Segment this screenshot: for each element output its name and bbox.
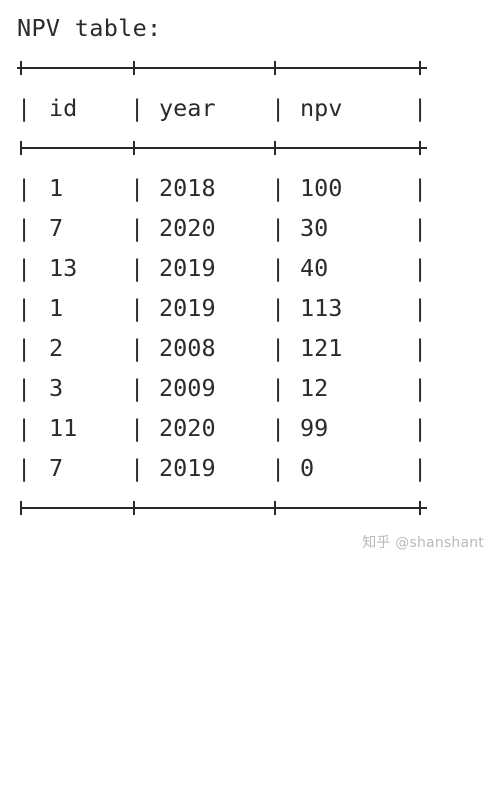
- column-separator: |: [130, 174, 145, 202]
- cell-id: 13: [49, 254, 78, 282]
- cell-year: 2018: [159, 174, 216, 202]
- table-row: | 2 | 2008 | 121 |: [17, 328, 487, 368]
- column-separator: |: [271, 174, 286, 202]
- table-bottom-border: [17, 488, 487, 528]
- column-separator: |: [17, 334, 32, 362]
- cell-year: 2020: [159, 214, 216, 242]
- header-npv: npv: [300, 94, 343, 122]
- header-year: year: [159, 94, 216, 122]
- cell-year: 2009: [159, 374, 216, 402]
- column-separator: |: [413, 454, 428, 482]
- column-separator: |: [130, 254, 145, 282]
- column-separator: |: [413, 174, 428, 202]
- cell-id: 11: [49, 414, 78, 442]
- column-separator: |: [130, 294, 145, 322]
- column-separator: |: [271, 454, 286, 482]
- column-separator: |: [271, 294, 286, 322]
- column-separator: |: [271, 414, 286, 442]
- column-separator: |: [413, 334, 428, 362]
- table-header-row: | id | year | npv |: [17, 88, 487, 128]
- cell-npv: 30: [300, 214, 329, 242]
- column-separator: |: [17, 214, 32, 242]
- column-separator: |: [271, 94, 286, 122]
- column-separator: |: [17, 294, 32, 322]
- table-header-separator-glyphs: [20, 141, 427, 155]
- cell-id: 3: [49, 374, 64, 402]
- column-separator: |: [413, 214, 428, 242]
- column-separator: |: [271, 374, 286, 402]
- table-top-border-glyphs: [17, 61, 427, 75]
- cell-id: 7: [49, 454, 64, 482]
- column-separator: |: [17, 454, 32, 482]
- cell-npv: 121: [300, 334, 343, 362]
- cell-year: 2020: [159, 414, 216, 442]
- cell-npv: 113: [300, 294, 343, 322]
- table-row: | 7 | 2019 | 0 |: [17, 448, 487, 488]
- cell-npv: 99: [300, 414, 329, 442]
- column-separator: |: [17, 374, 32, 402]
- cell-year: 2008: [159, 334, 216, 362]
- cell-npv: 100: [300, 174, 343, 202]
- column-separator: |: [271, 334, 286, 362]
- column-separator: |: [130, 374, 145, 402]
- header-id: id: [49, 94, 78, 122]
- column-separator: |: [130, 214, 145, 242]
- cell-year: 2019: [159, 294, 216, 322]
- cell-id: 1: [49, 294, 64, 322]
- table-row: | 7 | 2020 | 30 |: [17, 208, 487, 248]
- cell-year: 2019: [159, 454, 216, 482]
- code-block: NPV table: | id | year | npv |: [17, 8, 487, 528]
- cell-id: 2: [49, 334, 64, 362]
- column-separator: |: [130, 94, 145, 122]
- column-separator: |: [17, 414, 32, 442]
- column-separator: |: [413, 254, 428, 282]
- table-bottom-border-glyphs: [20, 501, 427, 515]
- column-separator: |: [271, 254, 286, 282]
- column-separator: |: [413, 294, 428, 322]
- cell-npv: 12: [300, 374, 329, 402]
- column-separator: |: [130, 414, 145, 442]
- cell-id: 7: [49, 214, 64, 242]
- column-separator: |: [17, 94, 32, 122]
- cell-year: 2019: [159, 254, 216, 282]
- table-row: | 1 | 2019 | 113 |: [17, 288, 487, 328]
- column-separator: |: [413, 94, 428, 122]
- table-row: | 3 | 2009 | 12 |: [17, 368, 487, 408]
- table-body: | 1 | 2018 | 100 | | 7 | 2020 | 30 | | 1…: [17, 168, 487, 488]
- column-separator: |: [130, 334, 145, 362]
- column-separator: |: [413, 374, 428, 402]
- block-title: NPV table:: [17, 14, 162, 42]
- column-separator: |: [130, 454, 145, 482]
- zhihu-watermark: 知乎 @shanshant: [362, 535, 484, 551]
- column-separator: |: [271, 214, 286, 242]
- npv-ascii-table: | id | year | npv | |: [17, 48, 487, 528]
- cell-npv: 0: [300, 454, 315, 482]
- table-row: | 11 | 2020 | 99 |: [17, 408, 487, 448]
- cell-npv: 40: [300, 254, 329, 282]
- table-row: | 13 | 2019 | 40 |: [17, 248, 487, 288]
- cell-id: 1: [49, 174, 64, 202]
- column-separator: |: [17, 254, 32, 282]
- table-top-border: [17, 48, 487, 88]
- column-separator: |: [17, 174, 32, 202]
- table-header-separator: [17, 128, 487, 168]
- table-row: | 1 | 2018 | 100 |: [17, 168, 487, 208]
- column-separator: |: [413, 414, 428, 442]
